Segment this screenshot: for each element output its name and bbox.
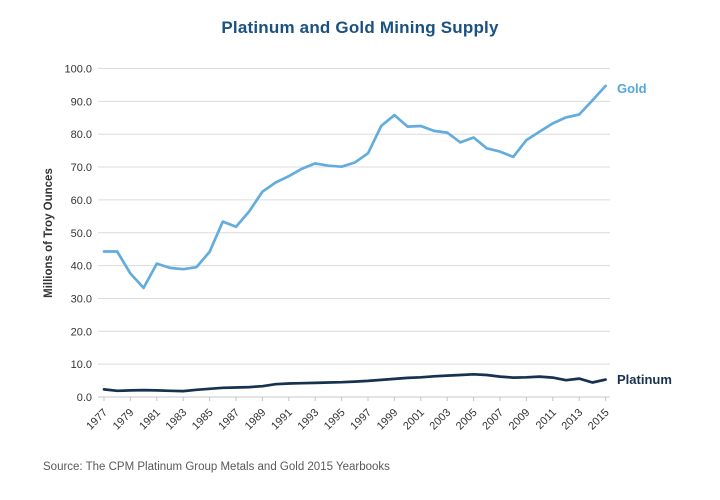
y-tick-label: 80.0 <box>71 129 92 141</box>
y-tick-label: 50.0 <box>71 228 92 240</box>
series-layer <box>102 84 607 393</box>
x-tick-label: 2005 <box>454 407 480 433</box>
x-tick-label: 1993 <box>296 407 322 433</box>
gold-series-label: Gold <box>617 81 647 96</box>
x-tick-label: 2003 <box>428 407 454 433</box>
chart-title: Platinum and Gold Mining Supply <box>221 18 499 37</box>
x-tick-label: 2015 <box>586 407 612 433</box>
x-tick-label: 1987 <box>216 407 242 433</box>
y-tick-label: 20.0 <box>71 326 92 338</box>
x-tick-label: 1989 <box>243 407 269 433</box>
platinum-series-label: Platinum <box>617 372 672 387</box>
x-tick-label: 2009 <box>507 407 533 433</box>
y-tick-label: 40.0 <box>71 261 92 273</box>
y-tick-label: 70.0 <box>71 162 92 174</box>
y-tick-label: 0.0 <box>77 392 92 404</box>
x-tick-label: 2011 <box>534 407 559 432</box>
x-tick-label: 2001 <box>401 407 427 433</box>
x-tick-label: 1985 <box>190 407 216 433</box>
x-tick-label: 1979 <box>111 407 137 433</box>
source-note: Source: The CPM Platinum Group Metals an… <box>43 461 390 473</box>
y-tick-label: 90.0 <box>71 96 92 108</box>
x-tick-label: 2007 <box>480 407 506 433</box>
y-axis-title: Millions of Troy Ounces <box>43 168 55 298</box>
y-tick-label: 10.0 <box>71 359 92 371</box>
grid-layer <box>98 68 610 398</box>
x-tick-label: 1983 <box>164 407 190 433</box>
platinum-line <box>102 372 607 393</box>
y-tick-label: 30.0 <box>71 293 92 305</box>
y-tick-label: 60.0 <box>71 195 92 207</box>
y-tick-label: 100.0 <box>64 64 92 76</box>
x-tick-label: 1977 <box>84 407 110 433</box>
x-tick-label: 1995 <box>322 407 348 433</box>
x-tick-label: 1999 <box>375 407 401 433</box>
x-tick-label: 1981 <box>137 407 163 433</box>
gold-line <box>102 84 607 290</box>
x-tick-label: 2013 <box>560 407 586 433</box>
x-tick-label: 1997 <box>348 407 374 433</box>
x-tick-label: 1991 <box>269 407 295 433</box>
